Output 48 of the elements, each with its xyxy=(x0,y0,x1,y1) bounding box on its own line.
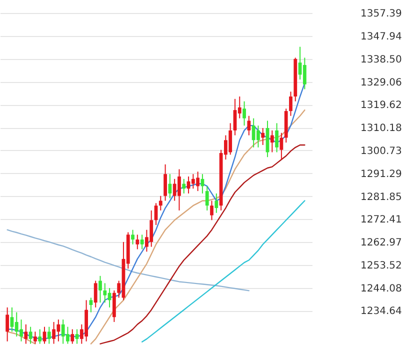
candlestick xyxy=(275,122,278,153)
candlestick xyxy=(24,324,28,344)
line-series xyxy=(100,144,306,344)
candlestick xyxy=(182,178,186,194)
candlestick xyxy=(247,115,251,136)
y-tick-label: 1262.97 xyxy=(360,238,402,249)
y-tick-label: 1281.85 xyxy=(360,192,402,203)
y-tick-label: 1244.08 xyxy=(360,283,402,294)
candlestick xyxy=(47,326,51,344)
candlestick xyxy=(158,195,162,211)
candlestick xyxy=(28,326,32,344)
candlestick xyxy=(34,331,37,344)
candlestick xyxy=(164,164,167,202)
candlestick xyxy=(280,132,284,160)
candlestick xyxy=(210,200,214,221)
candlestick xyxy=(270,130,274,153)
y-tick-label: 1338.50 xyxy=(360,54,402,66)
y-tick-label: 1272.41 xyxy=(360,214,402,226)
candlestick xyxy=(289,91,292,116)
candlestick xyxy=(38,328,42,344)
y-tick-label: 1319.62 xyxy=(360,100,402,112)
candlestick xyxy=(103,282,107,304)
candlestick xyxy=(140,234,144,250)
candlestick xyxy=(205,186,209,211)
line-series xyxy=(141,200,306,342)
candlestick xyxy=(261,128,265,146)
candlestick xyxy=(42,326,46,344)
candlestick xyxy=(242,100,246,126)
candlestick xyxy=(89,297,93,313)
y-tick-label: 1347.94 xyxy=(360,32,402,43)
candlestick xyxy=(214,192,218,214)
candlestick xyxy=(302,57,306,90)
candlestick xyxy=(136,234,140,250)
candlestick xyxy=(94,280,98,308)
candlestick xyxy=(168,174,172,199)
candlestick xyxy=(131,229,134,245)
y-tick-label: 1300.73 xyxy=(360,146,402,157)
y-tick-label: 1329.06 xyxy=(360,77,402,88)
candlestick xyxy=(75,328,79,344)
y-tick-label: 1291.29 xyxy=(360,168,402,180)
candlestick xyxy=(98,275,102,304)
y-tick-label: 1234.64 xyxy=(360,306,402,318)
y-tick-label: 1357.39 xyxy=(360,8,402,20)
line-series xyxy=(6,229,250,292)
y-tick-label: 1253.52 xyxy=(360,260,402,272)
candlestick xyxy=(70,328,74,344)
candlestick xyxy=(6,306,10,342)
y-tick-label: 1310.18 xyxy=(360,123,402,134)
